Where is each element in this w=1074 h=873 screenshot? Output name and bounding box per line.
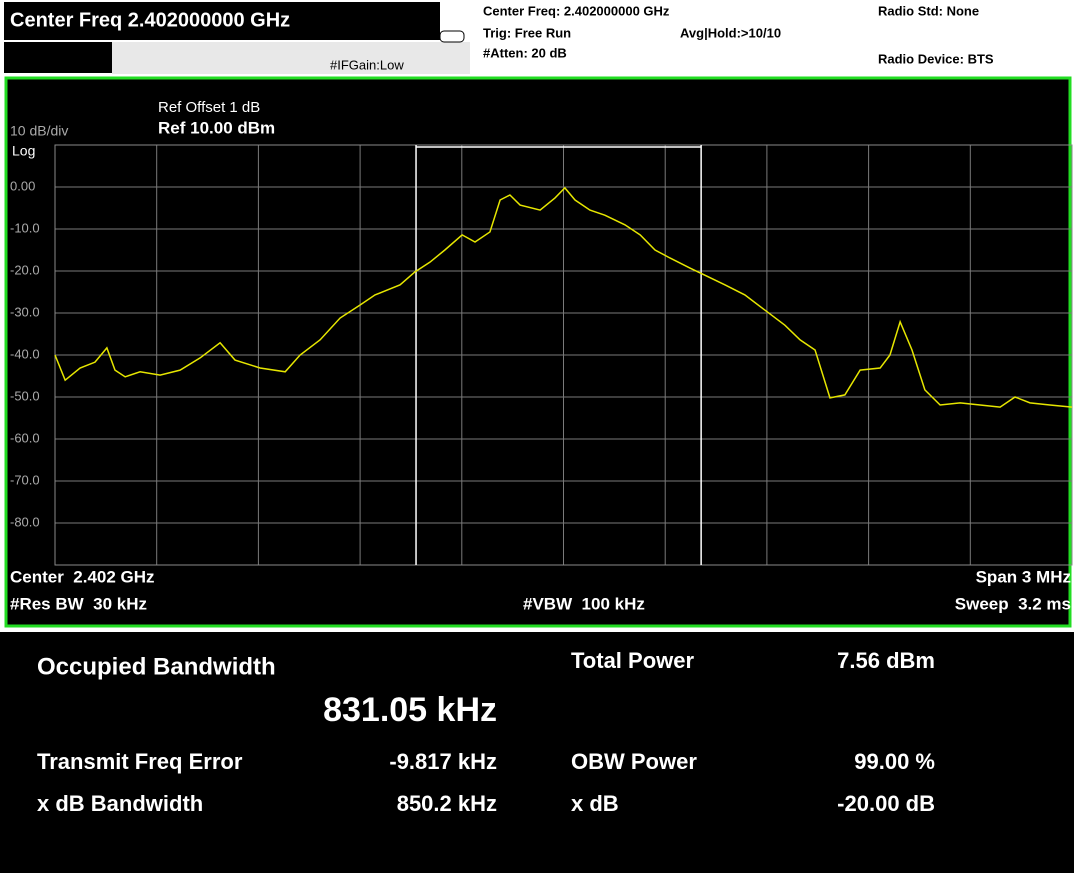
- trace: [54, 186, 1073, 408]
- status-box: [4, 42, 112, 73]
- obw-value: 831.05 kHz: [323, 691, 497, 729]
- radio-std: Radio Std: None: [878, 3, 979, 18]
- result-value: -20.00 dB: [837, 791, 935, 816]
- results-title: Occupied Bandwidth: [37, 653, 276, 680]
- results-panel: [0, 632, 1074, 873]
- radio-device: Radio Device: BTS: [878, 51, 994, 66]
- result-label: Total Power: [571, 648, 694, 673]
- ref-offset: Ref Offset 1 dB: [158, 99, 260, 116]
- result-value: -9.817 kHz: [389, 749, 497, 774]
- scale-type: Log: [12, 143, 35, 159]
- sweep: Sweep 3.2 ms: [955, 594, 1071, 613]
- gain-box: [112, 42, 470, 74]
- avg-hold: Avg|Hold:>10/10: [680, 25, 781, 40]
- y-tick-label: 0.00: [10, 178, 35, 193]
- scale-label: 10 dB/div: [10, 123, 68, 139]
- if-gain: #IFGain:Low: [330, 57, 404, 72]
- y-tick-label: -70.0: [10, 472, 40, 487]
- res-bw: #Res BW 30 kHz: [10, 594, 147, 613]
- result-label: OBW Power: [571, 749, 697, 774]
- result-value: 99.00 %: [854, 749, 935, 774]
- y-tick-label: -10.0: [10, 220, 40, 235]
- ref-level: Ref 10.00 dBm: [158, 118, 275, 137]
- center: Center 2.402 GHz: [10, 567, 155, 586]
- y-tick-label: -40.0: [10, 346, 40, 361]
- center-freq: Center Freq: 2.402000000 GHz: [483, 3, 670, 18]
- trig: Trig: Free Run: [483, 25, 571, 40]
- result-label: x dB Bandwidth: [37, 791, 203, 816]
- y-tick-label: -50.0: [10, 388, 40, 403]
- result-value: 850.2 kHz: [397, 791, 497, 816]
- result-label: x dB: [571, 791, 619, 816]
- icon: [439, 30, 465, 43]
- title-box: [4, 2, 440, 40]
- atten: #Atten: 20 dB: [483, 45, 567, 60]
- y-tick-label: -20.0: [10, 262, 40, 277]
- y-tick-label: -60.0: [10, 430, 40, 445]
- plot-frame: [4, 76, 1072, 628]
- vbw: #VBW 100 kHz: [523, 594, 645, 613]
- result-label: Transmit Freq Error: [37, 749, 243, 774]
- span: Span 3 MHz: [976, 567, 1071, 586]
- result-value: 7.56 dBm: [837, 648, 935, 673]
- header-title: Center Freq 2.402000000 GHz: [10, 9, 290, 31]
- y-tick-label: -80.0: [10, 514, 40, 529]
- y-tick-label: -30.0: [10, 304, 40, 319]
